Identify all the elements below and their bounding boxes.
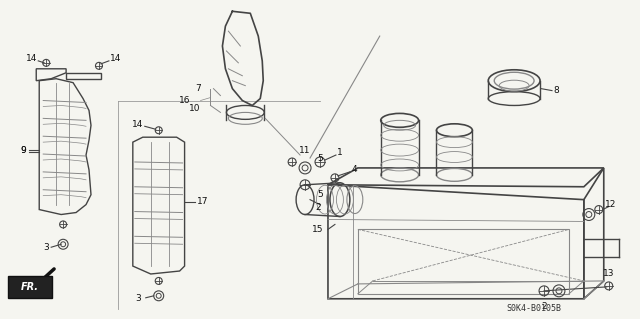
Text: 4: 4 [352, 166, 358, 174]
Text: 10: 10 [189, 104, 200, 113]
Text: 2: 2 [541, 302, 547, 311]
Text: 14: 14 [110, 54, 122, 63]
Text: 14: 14 [132, 120, 143, 129]
Text: 16: 16 [179, 96, 191, 105]
Text: FR.: FR. [21, 282, 39, 292]
Text: 1: 1 [337, 148, 343, 157]
Text: 11: 11 [300, 145, 311, 155]
Text: 15: 15 [312, 225, 324, 234]
Text: 2: 2 [315, 203, 321, 212]
Text: 3: 3 [135, 294, 141, 303]
Text: 14: 14 [26, 54, 37, 63]
Text: 9: 9 [20, 145, 26, 155]
Text: 9: 9 [20, 145, 26, 155]
Text: 17: 17 [196, 197, 208, 206]
Text: 13: 13 [603, 270, 614, 278]
Text: 7: 7 [195, 84, 200, 93]
Text: 12: 12 [605, 200, 616, 209]
Text: 8: 8 [553, 86, 559, 95]
Text: 3: 3 [44, 243, 49, 252]
Text: S0K4-B0105B: S0K4-B0105B [507, 304, 561, 313]
Text: 5: 5 [317, 190, 323, 199]
FancyBboxPatch shape [8, 276, 52, 298]
Text: 5: 5 [317, 153, 323, 162]
